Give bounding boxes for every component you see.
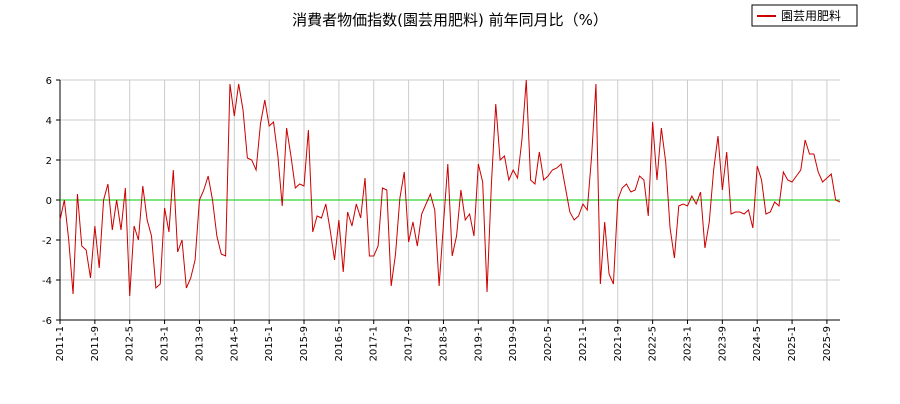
x-tick-label: 2021-9	[613, 326, 624, 361]
y-tick-label: 6	[46, 76, 52, 87]
y-tick-label: 4	[46, 116, 52, 127]
x-tick-label: 2024-5	[752, 326, 763, 361]
x-tick-label: 2025-9	[822, 326, 833, 361]
x-tick-label: 2017-9	[404, 326, 415, 361]
x-tick-label: 2022-5	[648, 326, 659, 361]
x-tick-label: 2019-9	[508, 326, 519, 361]
x-tick-label: 2019-1	[473, 326, 484, 361]
x-tick-label: 2017-1	[369, 326, 380, 361]
x-tick-label: 2020-5	[543, 326, 554, 361]
x-tick-label: 2013-1	[160, 326, 171, 361]
y-tick-label: 2	[46, 156, 52, 167]
x-tick-label: 2021-1	[578, 326, 589, 361]
y-tick-label: 0	[46, 196, 52, 207]
x-tick-label: 2016-5	[334, 326, 345, 361]
legend: 園芸用肥料	[751, 4, 858, 27]
y-tick-labels: -6 -4 -2 0 2 4 6	[42, 76, 52, 327]
chart-title: 消費者物価指数(園芸用肥料) 前年同月比（%）	[292, 11, 608, 29]
x-tick-label: 2014-5	[229, 326, 240, 361]
x-tick-label: 2023-1	[682, 326, 693, 361]
series-line	[59, 79, 841, 297]
legend-label: 園芸用肥料	[781, 9, 841, 23]
x-tick-label: 2011-9	[90, 326, 101, 361]
axes	[56, 79, 840, 324]
x-tick-label: 2018-5	[438, 326, 449, 361]
x-tick-label: 2015-1	[264, 326, 275, 361]
legend-box	[751, 4, 858, 27]
x-tick-label: 2013-9	[194, 326, 205, 361]
x-tick-label: 2023-9	[717, 326, 728, 361]
x-tick-label: 2025-1	[787, 326, 798, 361]
x-tick-label: 2015-9	[299, 326, 310, 361]
y-tick-label: -4	[42, 276, 52, 287]
y-tick-label: -6	[42, 316, 52, 327]
x-tick-labels: 2011-1 2011-9 2012-5 2013-1 2013-9 2014-5 2015…	[55, 326, 833, 361]
x-tick-label: 2012-5	[125, 326, 136, 361]
series-layer	[59, 79, 841, 297]
x-tick-label: 2011-1	[55, 326, 66, 361]
y-tick-label: -2	[42, 236, 52, 247]
